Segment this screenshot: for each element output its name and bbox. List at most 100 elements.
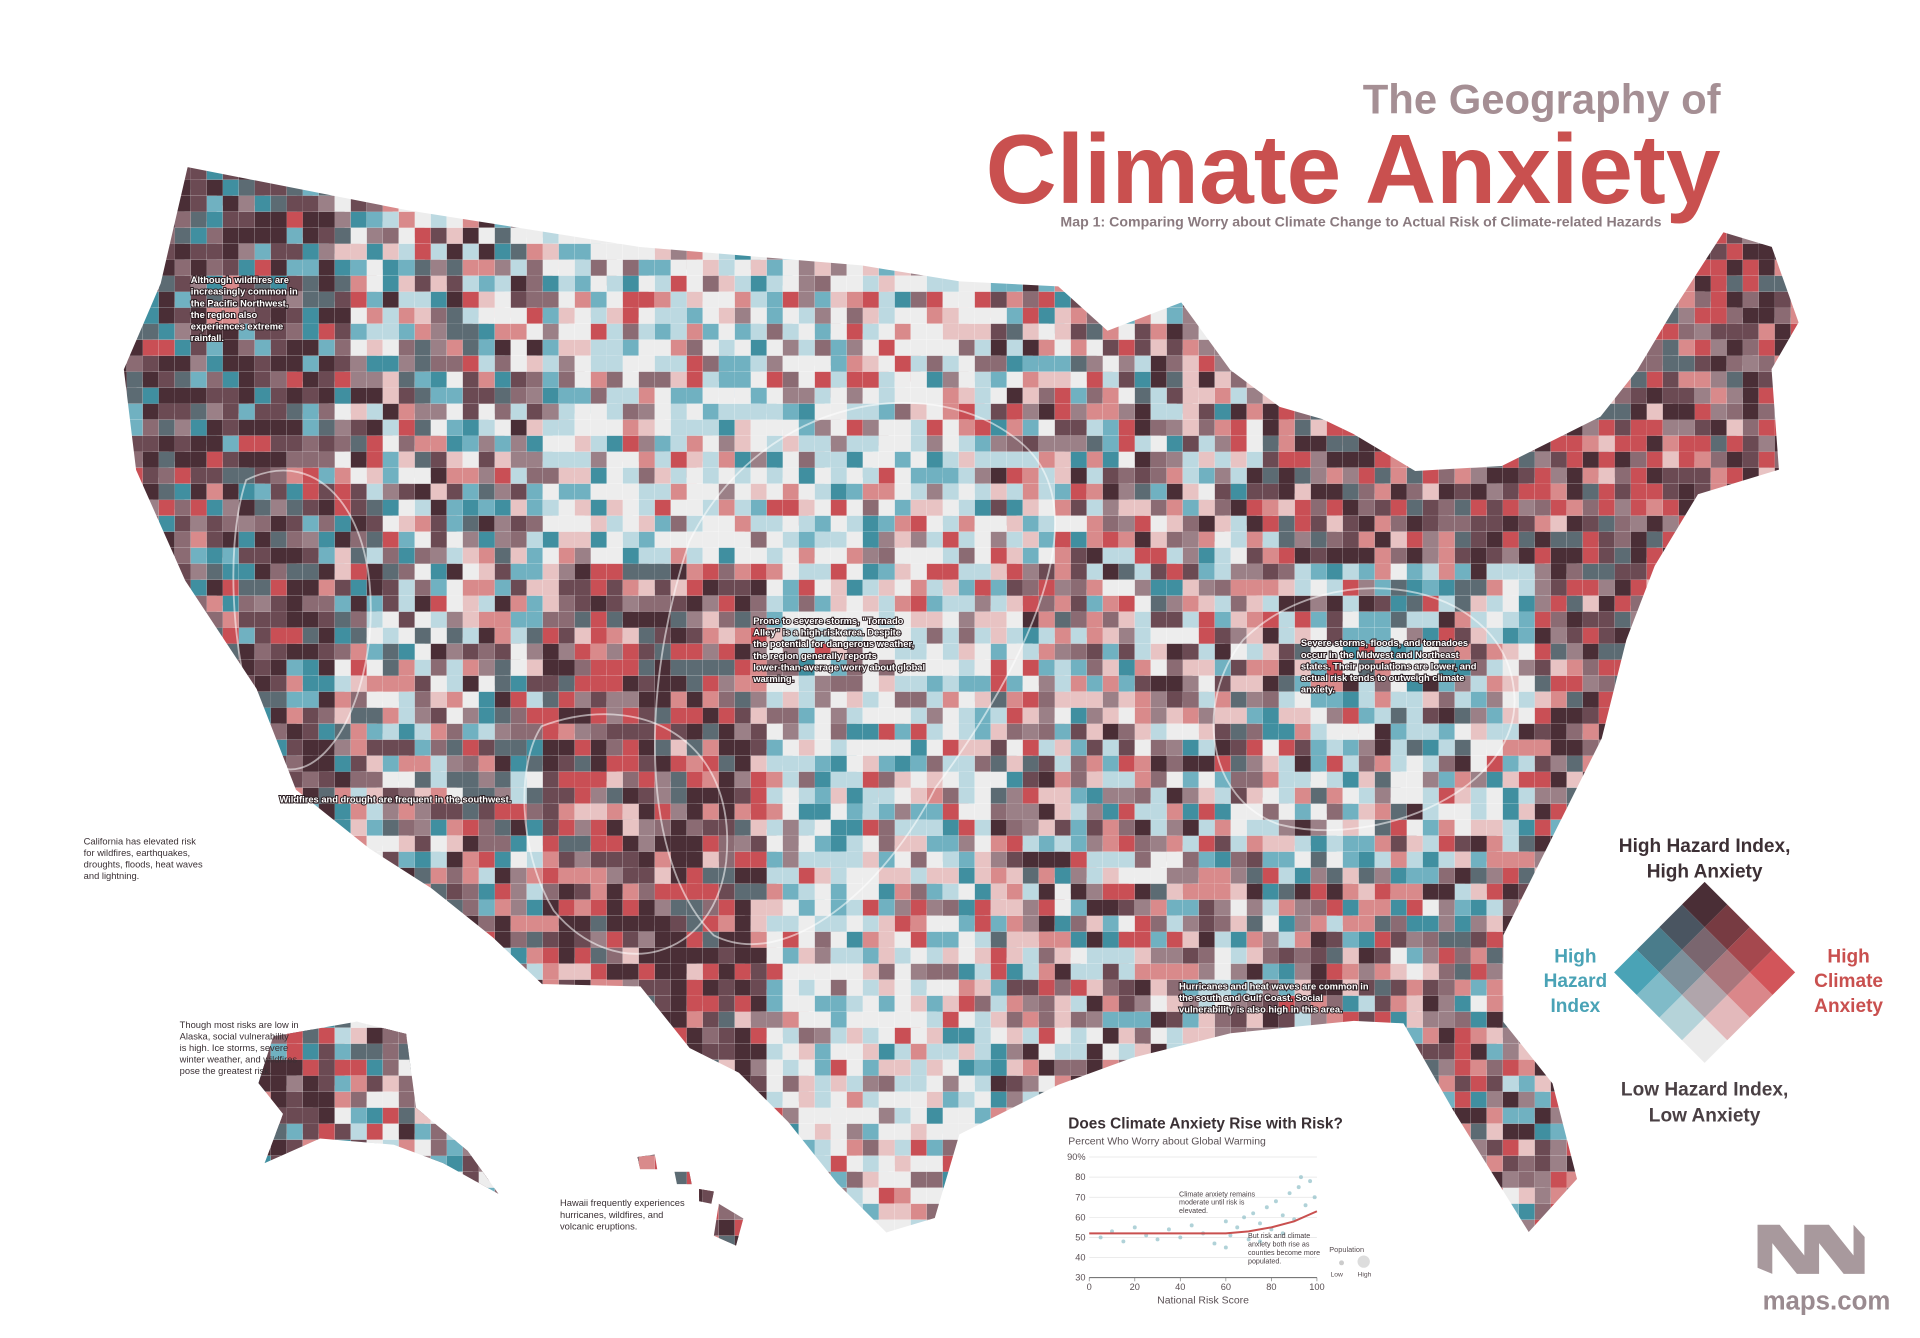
county-tile [1374,851,1392,869]
county-tile [366,323,384,341]
county-tile [158,547,176,565]
county-tile [1662,595,1689,622]
county-tile [1470,707,1488,725]
county-tile [1374,227,1392,245]
county-tile [1246,467,1264,485]
county-tile [1310,387,1328,405]
county-tile [990,323,1008,341]
county-tile [174,595,192,613]
county-tile [462,499,480,517]
county-tile [494,307,512,325]
county-tile [782,595,800,613]
county-tile [158,291,176,309]
county-tile [782,179,800,197]
county-tile [238,579,256,597]
county-tile [638,531,656,549]
county-tile [814,387,832,405]
county-tile [238,787,256,805]
county-tile [862,435,880,453]
county-tile [1342,835,1360,853]
county-tile [638,275,656,293]
county-tile [1438,707,1456,725]
county-tile [1807,756,1823,772]
county-tile [894,211,912,229]
county-tile [1502,707,1520,725]
county-tile [1358,771,1376,789]
county-tile [558,675,576,693]
county-tile [958,579,976,597]
county-tile [1598,755,1616,773]
county-tile [1486,579,1504,597]
county-tile [430,819,448,837]
county-tile [318,403,336,421]
county-tile [1534,451,1552,469]
county-tile [990,579,1008,597]
county-tile [1486,259,1504,277]
county-tile [622,691,640,709]
county-tile [222,355,240,373]
county-tile [142,787,169,814]
county-tile [286,307,304,325]
county-tile [494,707,512,725]
county-tile [574,483,592,501]
county-tile [878,227,896,245]
county-tile [414,803,432,821]
county-tile [1807,772,1823,788]
county-tile [1134,643,1152,661]
county-tile [510,531,528,549]
county-tile [398,291,416,309]
county-tile [574,723,592,741]
county-tile [750,355,768,373]
county-tile [1054,547,1072,565]
county-tile [1774,611,1792,629]
county-tile [1086,243,1113,270]
county-tile [1006,691,1024,709]
county-tile [798,851,816,869]
county-tile [1294,531,1312,549]
county-tile [446,243,464,261]
county-tile [542,771,560,789]
county-tile [494,195,512,213]
county-tile [1790,563,1800,581]
county-tile [590,579,608,597]
county-tile [1807,548,1823,564]
county-tile [382,275,400,293]
county-tile [123,451,128,469]
county-tile [926,166,953,174]
county-tile [126,243,153,270]
county-tile [782,339,800,357]
county-tile [638,323,656,341]
county-tile [1774,771,1792,789]
county-tile [590,707,608,725]
county-tile [1406,515,1424,533]
county-tile [1198,659,1216,677]
county-tile [1790,595,1800,622]
county-tile [1246,339,1264,357]
county-tile [1294,355,1312,373]
county-tile [1662,435,1680,453]
county-tile [1118,243,1136,261]
county-tile [462,547,480,565]
county-tile [718,627,736,645]
county-tile [798,339,816,357]
county-tile [350,707,368,725]
county-tile [1662,419,1680,437]
county-tile [766,166,793,174]
county-tile [1214,419,1232,437]
county-tile [1534,659,1552,677]
county-tile [1342,499,1360,517]
county-tile [318,243,336,261]
county-tile [222,867,240,885]
county-tile [1790,179,1800,206]
county-tile [494,179,512,197]
county-tile [1502,419,1520,437]
county-tile [1358,227,1385,254]
county-tile [1310,755,1328,773]
county-tile [494,483,512,501]
county-tile [1342,451,1360,469]
county-tile [830,227,848,245]
county-tile [366,723,384,741]
county-tile [446,691,464,709]
county-tile [1342,547,1360,565]
county-tile [622,867,640,885]
